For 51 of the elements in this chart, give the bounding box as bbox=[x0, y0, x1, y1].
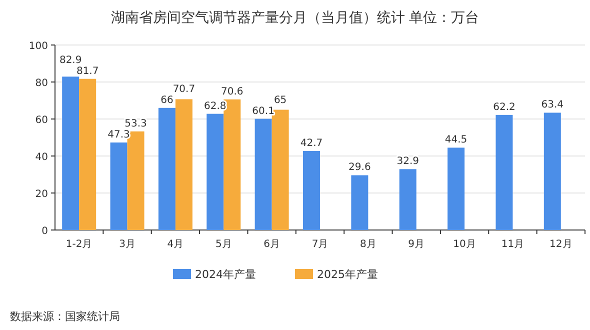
data-label: 29.6 bbox=[348, 162, 371, 174]
bar bbox=[303, 151, 320, 230]
y-tick-label: 80 bbox=[35, 78, 48, 89]
data-label: 44.5 bbox=[444, 134, 468, 146]
data-label: 66 bbox=[160, 94, 174, 106]
data-label: 81.7 bbox=[76, 66, 99, 77]
x-tick-label: 1-2月 bbox=[66, 239, 92, 250]
x-tick-label: 8月 bbox=[360, 239, 376, 250]
x-tick-label: 3月 bbox=[119, 239, 136, 250]
y-tick-label: 60 bbox=[35, 115, 48, 126]
data-label: 53.3 bbox=[124, 118, 147, 130]
x-tick-label: 11月 bbox=[501, 239, 524, 250]
x-tick-label: 6月 bbox=[264, 239, 280, 250]
data-label: 42.7 bbox=[300, 138, 323, 150]
bar bbox=[399, 169, 416, 230]
bar bbox=[158, 108, 176, 230]
data-label: 63.4 bbox=[541, 100, 564, 111]
y-tick-label: 20 bbox=[35, 189, 48, 200]
bar bbox=[254, 118, 272, 230]
data-label: 32.9 bbox=[396, 156, 419, 168]
x-tick-label: 12月 bbox=[550, 239, 572, 250]
y-tick-label: 0 bbox=[42, 226, 48, 237]
source-note: 数据来源：国家统计局 bbox=[10, 310, 120, 323]
legend-label: 2024年产量 bbox=[195, 268, 256, 281]
data-label: 70.7 bbox=[172, 84, 196, 95]
x-tick-label: 9月 bbox=[408, 239, 425, 250]
x-tick-label: 4月 bbox=[167, 239, 184, 250]
data-label: 60.1 bbox=[252, 106, 274, 117]
bar bbox=[62, 76, 80, 230]
x-tick-label: 10月 bbox=[453, 239, 476, 250]
x-tick-label: 7月 bbox=[312, 239, 328, 250]
bar bbox=[175, 99, 192, 230]
bar bbox=[272, 110, 289, 230]
data-label: 82.9 bbox=[59, 54, 82, 66]
bar bbox=[496, 114, 513, 230]
legend-label: 2025年产量 bbox=[317, 268, 378, 281]
bar bbox=[127, 131, 144, 230]
y-tick-label: 40 bbox=[35, 152, 48, 163]
y-tick-label: 100 bbox=[28, 41, 48, 52]
bar bbox=[351, 175, 368, 230]
data-label: 70.6 bbox=[221, 86, 244, 98]
bar bbox=[448, 148, 465, 230]
x-tick-label: 5月 bbox=[215, 239, 232, 250]
bar bbox=[224, 99, 241, 230]
bar bbox=[110, 142, 128, 230]
bar bbox=[544, 112, 561, 230]
bar bbox=[79, 78, 96, 230]
data-label: 62.2 bbox=[493, 102, 516, 113]
bar bbox=[206, 114, 224, 230]
chart-title: 湖南省房间空气调节器产量分月（当月值）统计 单位：万台 bbox=[110, 10, 480, 26]
data-label: 65 bbox=[274, 94, 287, 106]
